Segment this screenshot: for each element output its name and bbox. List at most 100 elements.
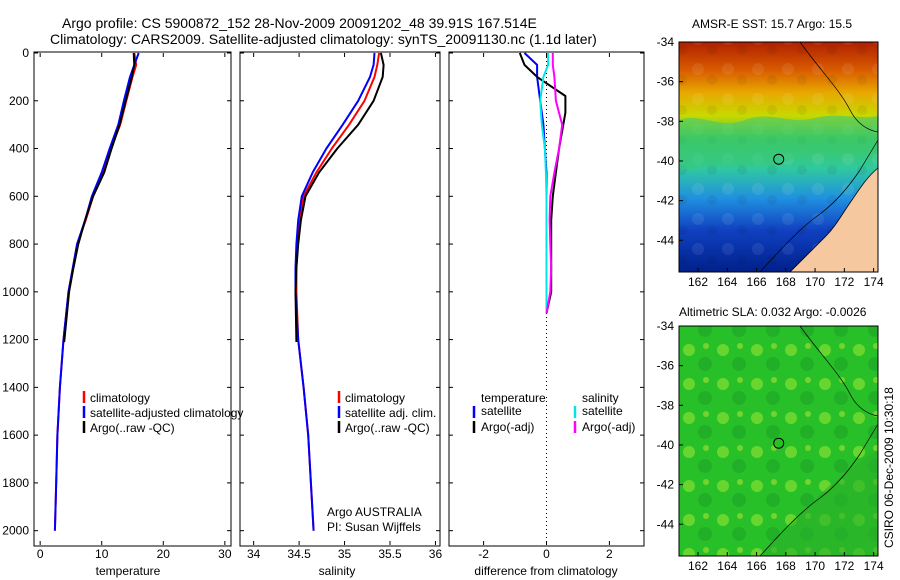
sst-lon-tick-label: 168 [776, 275, 796, 289]
legend-label-satellite: satellite adj. clim. [345, 406, 436, 420]
difference-axis-label: difference from climatology [474, 564, 617, 578]
legend-label-salinity-argo: Argo(-adj) [582, 420, 635, 434]
depth-tick-label: 1600 [2, 428, 29, 442]
difference-series-sal_argo [545, 53, 564, 314]
depth-tick-label: 400 [9, 142, 29, 156]
sla-lat-tick-label: -34 [657, 319, 675, 333]
sla-map-title: Altimetric SLA: 0.032 Argo: -0.0026 [679, 305, 867, 319]
temperature-profiles [53, 52, 140, 531]
sla-lon-tick-label: 170 [805, 559, 825, 573]
salinity-tick-label: 35.5 [378, 547, 402, 561]
salinity-profiles [294, 52, 385, 531]
sla-lon-tick-label: 172 [834, 559, 854, 573]
depth-tick-label: 1200 [2, 333, 29, 347]
legend-label-argo: Argo(..raw -QC) [90, 421, 175, 435]
legend-label-satellite: satellite-adjusted climatology [90, 406, 243, 420]
temperature-axis-label: temperature [96, 564, 161, 578]
difference-tick-label: -2 [478, 547, 489, 561]
sst-lat-tick-label: -34 [657, 35, 675, 49]
depth-tick-label: 200 [9, 94, 29, 108]
temperature-tick-label: 20 [157, 547, 171, 561]
sla-lat-tick-label: -42 [657, 478, 675, 492]
sst-map [678, 41, 879, 273]
temperature-series-clim [53, 52, 138, 531]
sla-argo-location-marker [773, 437, 785, 449]
depth-tick-label: 1400 [2, 380, 29, 394]
legend-label-argo: Argo(..raw -QC) [345, 421, 430, 435]
sst-map-frame [678, 41, 879, 273]
depth-tick-label: 0 [22, 46, 29, 60]
temperature-series-argo [63, 52, 136, 343]
legend-header-temperature: temperature [481, 391, 546, 405]
salinity-series-argo [294, 52, 385, 343]
difference-legend: temperature salinity satellite Argo(-adj… [472, 390, 635, 434]
temperature-series-sat [53, 52, 140, 531]
difference-tick-label: 0 [543, 547, 550, 561]
legend-label-salinity-satellite: satellite [582, 404, 623, 418]
sla-lon-tick-label: 174 [864, 559, 884, 573]
sst-lat-tick-label: -44 [657, 233, 675, 247]
figure-title-line2: Climatology: CARS2009. Satellite-adjuste… [50, 31, 597, 47]
sla-lat-tick-label: -36 [657, 359, 675, 373]
difference-profiles [518, 52, 567, 314]
sla-map-axes: 162 164 166 168 170 172 174 -34 -36 -38 -40 -42 -44 [657, 319, 884, 573]
temperature-x-axis: 0 10 20 30 [37, 53, 232, 561]
sst-lon-tick-label: 164 [717, 275, 737, 289]
legend-label-temperature-satellite: satellite [481, 404, 522, 418]
salinity-axis-label: salinity [319, 564, 356, 578]
sla-bathymetry-contour [759, 423, 879, 557]
depth-tick-label: 1800 [2, 476, 29, 490]
depth-tick-label: 1000 [2, 285, 29, 299]
legend-header-salinity: salinity [582, 391, 619, 405]
salinity-tick-label: 34.5 [287, 547, 311, 561]
difference-series-temp_sat [523, 52, 548, 314]
difference-series-temp_argo [518, 52, 567, 314]
sst-mid-band [679, 115, 878, 170]
sla-lat-tick-label: -38 [657, 398, 675, 412]
sst-lat-tick-label: -40 [657, 154, 675, 168]
temperature-tick-label: 0 [37, 547, 44, 561]
sst-lon-tick-label: 174 [864, 275, 884, 289]
temperature-tick-label: 10 [95, 547, 109, 561]
sla-map [678, 325, 879, 557]
sst-lon-tick-label: 172 [834, 275, 854, 289]
principal-investigator-note: PI: Susan Wijffels [327, 520, 421, 534]
temperature-panel-frame [33, 51, 232, 547]
data-provider-note: Argo AUSTRALIA [327, 505, 422, 519]
salinity-tick-label: 34 [247, 547, 261, 561]
salinity-tick-label: 35 [338, 547, 352, 561]
difference-panel-frame [448, 51, 645, 547]
temperature-legend: climatology satellite-adjusted climatolo… [82, 391, 243, 435]
depth-tick-label: 800 [9, 237, 29, 251]
difference-series-sal_sat [539, 53, 550, 314]
sla-map-frame [678, 325, 879, 557]
sst-lat-tick-label: -36 [657, 75, 675, 89]
sla-lon-tick-label: 168 [776, 559, 796, 573]
sst-map-title: AMSR-E SST: 15.7 Argo: 15.5 [692, 17, 852, 31]
depth-axis: 0 200 400 600 800 1000 1200 1400 1600 1800 2000 [2, 46, 644, 538]
difference-tick-label: 2 [606, 547, 613, 561]
sst-bathymetry-contour [759, 139, 879, 273]
legend-label-temperature-argo: Argo(-adj) [481, 420, 534, 434]
sst-lon-tick-label: 170 [805, 275, 825, 289]
figure-title-line1: Argo profile: CS 5900872_152 28-Nov-2009… [62, 15, 537, 31]
sst-bathymetry-contour-2 [799, 41, 879, 133]
salinity-x-axis: 34 34.5 35 35.5 36 [247, 53, 442, 561]
sla-shelf-region [760, 450, 878, 556]
sla-lon-tick-label: 164 [717, 559, 737, 573]
sst-lon-tick-label: 162 [688, 275, 708, 289]
sst-map-axes: 162 164 166 168 170 172 174 -34 -36 -38 -40 -42 -44 [657, 35, 884, 289]
salinity-series-sat [294, 52, 376, 531]
sla-lat-tick-label: -44 [657, 517, 675, 531]
depth-tick-label: 600 [9, 189, 29, 203]
sla-bathymetry-contour-2 [799, 325, 879, 417]
legend-label-climatology: climatology [90, 391, 150, 405]
sst-lon-tick-label: 166 [747, 275, 767, 289]
sst-land-mass [789, 167, 879, 273]
salinity-panel-frame [239, 51, 441, 547]
temperature-tick-label: 30 [218, 547, 232, 561]
timestamp-stamp: CSIRO 06-Dec-2009 10:30:18 [882, 387, 896, 548]
sst-lat-tick-label: -42 [657, 194, 675, 208]
sla-lon-tick-label: 162 [688, 559, 708, 573]
